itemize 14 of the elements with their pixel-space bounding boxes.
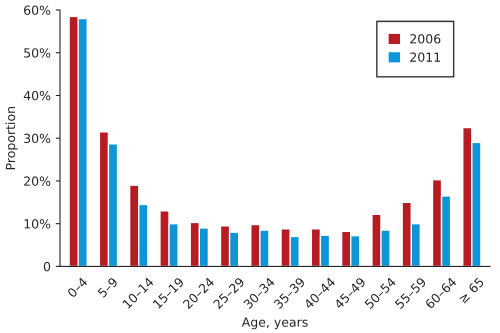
y-tick-label: 10% bbox=[24, 219, 50, 229]
x-tick-label: 5–9 bbox=[97, 276, 118, 298]
y-tick-label: 60% bbox=[24, 5, 50, 15]
y-tick-label: 30% bbox=[24, 134, 50, 144]
y-tick-label: 40% bbox=[24, 90, 50, 100]
x-tick-label: ≥ 65 bbox=[458, 277, 484, 304]
x-tick-label: 0–4 bbox=[66, 276, 88, 298]
x-axis-title: Age, years bbox=[242, 318, 308, 330]
y-tick-label: 20% bbox=[24, 176, 50, 186]
legend-label: 2006 bbox=[410, 34, 440, 44]
legend-label: 2011 bbox=[410, 52, 440, 62]
y-tick-label: 0 bbox=[44, 262, 50, 272]
y-axis-title: Proportion bbox=[6, 107, 18, 170]
y-tick-label: 50% bbox=[24, 48, 50, 58]
